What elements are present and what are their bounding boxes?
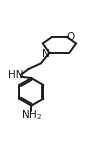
- Text: HN: HN: [8, 70, 23, 80]
- Text: O: O: [67, 32, 75, 42]
- Text: N: N: [42, 49, 49, 59]
- Text: NH$_2$: NH$_2$: [21, 108, 42, 121]
